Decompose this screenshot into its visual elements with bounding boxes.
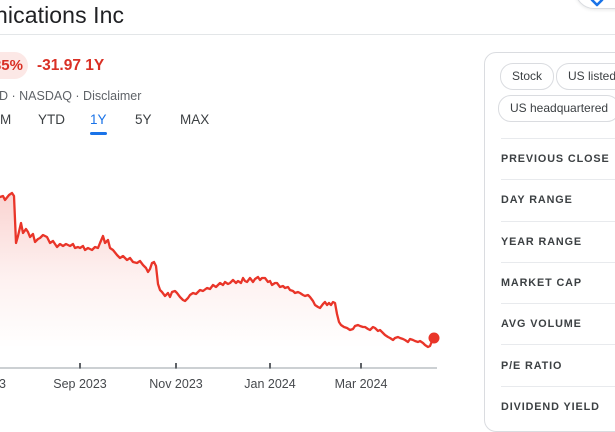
stat-label: YEAR RANGE: [501, 235, 582, 248]
chart-area-fill: [0, 193, 434, 368]
header-divider: [0, 34, 615, 35]
price-chart-svg: Sep 2023 Nov 2023 Jan 2024 Mar 2024 3: [0, 191, 440, 391]
price-chart[interactable]: Sep 2023 Nov 2023 Jan 2024 Mar 2024 3: [0, 178, 470, 410]
stat-row-market-cap: MARKET CAP: [501, 261, 615, 303]
selected-tab-underline: [90, 132, 107, 135]
tab-range-max[interactable]: MAX: [180, 112, 210, 127]
stat-row-day-range: DAY RANGE: [501, 179, 615, 220]
chip-us-headquartered[interactable]: US headquartered: [498, 95, 615, 122]
range-tabs: M YTD 1Y 5Y MAX: [0, 112, 470, 136]
chip-us-listed[interactable]: US listed: [556, 63, 615, 90]
x-axis-tick-label-cropped: 3: [0, 377, 6, 391]
change-percent-text: 35%: [0, 57, 23, 74]
stat-row-previous-close: PREVIOUS CLOSE: [501, 138, 615, 179]
disclaimer-link[interactable]: Disclaimer: [83, 89, 142, 103]
chevron-down-icon: [590, 0, 604, 7]
stat-row-dividend-yield: DIVIDEND YIELD: [501, 385, 615, 427]
key-stats-card: Stock US listed US headquartered PREVIOU…: [484, 52, 615, 432]
change-percent-badge: 35%: [0, 52, 28, 79]
chart-endpoint-dot: [428, 332, 440, 344]
stat-row-avg-volume: AVG VOLUME: [501, 303, 615, 344]
stat-label: PREVIOUS CLOSE: [501, 153, 610, 166]
page-title: nications Inc: [0, 2, 125, 28]
x-axis-tick-label: Nov 2023: [149, 377, 203, 391]
more-options-button[interactable]: [575, 0, 615, 9]
chip-stock[interactable]: Stock: [500, 63, 555, 90]
x-axis-tick-label: Jan 2024: [244, 377, 295, 391]
tab-range-5y[interactable]: 5Y: [135, 112, 152, 127]
change-amount-text: -31.97 1Y: [37, 57, 105, 74]
stat-label: MARKET CAP: [501, 277, 582, 290]
stat-row-pe-ratio: P/E RATIO: [501, 344, 615, 385]
chart-price-line: [0, 191, 436, 349]
x-axis-tick-label: Sep 2023: [53, 377, 107, 391]
x-axis-ticks: Sep 2023 Nov 2023 Jan 2024 Mar 2024 3: [0, 363, 387, 391]
stat-label: DAY RANGE: [501, 194, 573, 207]
exchange-meta-text: D · NASDAQ ·: [0, 89, 84, 103]
exchange-meta: D · NASDAQ · Disclaimer: [0, 89, 141, 103]
tab-range-m[interactable]: M: [0, 112, 12, 127]
x-axis-tick-label: Mar 2024: [335, 377, 388, 391]
stat-label: AVG VOLUME: [501, 318, 582, 331]
stats-list: PREVIOUS CLOSE DAY RANGE YEAR RANGE MARK…: [501, 138, 615, 427]
tab-range-1y-label: 1Y: [90, 112, 107, 127]
tab-range-1y[interactable]: 1Y: [90, 112, 107, 135]
stat-row-year-range: YEAR RANGE: [501, 220, 615, 262]
tab-range-ytd[interactable]: YTD: [38, 112, 65, 127]
stat-label: DIVIDEND YIELD: [501, 400, 600, 413]
stat-label: P/E RATIO: [501, 359, 563, 372]
